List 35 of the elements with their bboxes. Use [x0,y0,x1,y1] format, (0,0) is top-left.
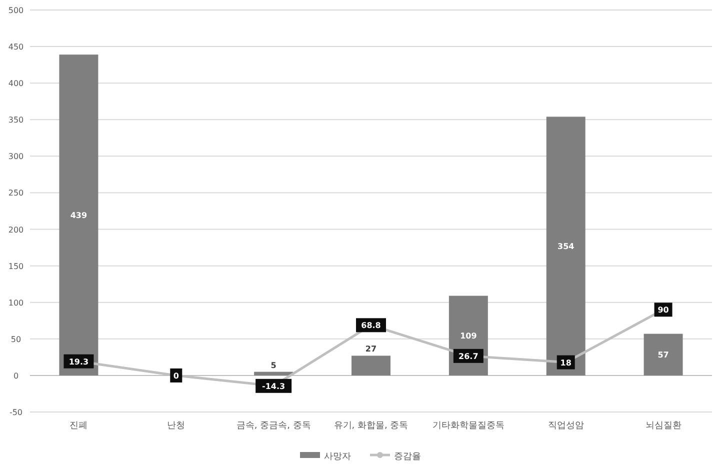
x-tick-label: 뇌심질환 [645,421,682,431]
data-label: 0 [173,371,180,380]
y-tick-label: 450 [8,42,24,52]
data-label: 90 [658,306,670,315]
bar [59,54,98,376]
x-tick-label: 난청 [167,421,186,431]
data-label: 57 [658,350,669,360]
y-tick-label: 500 [8,6,24,15]
bar [254,372,294,376]
bar [644,334,683,376]
data-label: 27 [365,344,377,354]
data-label: 354 [558,242,575,252]
y-tick-label: 300 [8,152,24,162]
x-tick-label: 진폐 [70,421,88,431]
data-label: 439 [70,211,88,220]
y-tick-label: 250 [8,188,24,198]
bar [546,116,586,376]
y-tick-label: 200 [8,225,24,234]
y-tick-label: 50 [10,334,22,344]
data-label: 109 [460,332,478,341]
x-tick-label: 유기, 화합물, 중독 [334,421,408,431]
y-tick-label: 150 [8,262,24,271]
y-tick-label: 350 [8,116,24,125]
y-tick-label: -50 [9,408,23,417]
bar [352,356,390,376]
x-tick-label: 직업성암 [548,421,584,431]
data-label: 5 [270,360,277,370]
legend-label: 사망자 [324,452,351,462]
legend-label: 증감율 [394,452,421,462]
data-label: 18 [560,358,572,368]
x-tick-label: 기타화학물질중독 [432,421,504,431]
y-tick-label: 0 [13,371,19,380]
x-tick-label: 금속, 중금속, 중독 [236,421,311,431]
y-tick-label: 400 [8,79,24,88]
y-tick-label: 100 [8,298,24,308]
